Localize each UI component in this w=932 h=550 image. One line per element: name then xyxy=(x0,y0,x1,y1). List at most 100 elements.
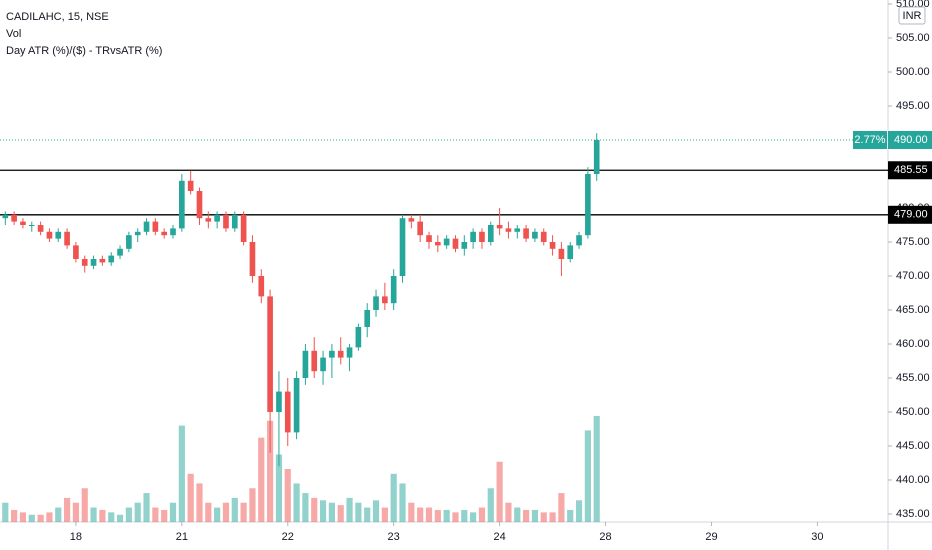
candle-body xyxy=(576,235,582,246)
candle-body xyxy=(249,241,256,276)
candle-body xyxy=(108,255,115,263)
candle-body xyxy=(567,245,574,259)
x-tick-label: 24 xyxy=(493,531,505,543)
volume-bar xyxy=(63,497,71,522)
volume-bar xyxy=(143,493,150,522)
volume-bar xyxy=(152,507,159,522)
volume-bar xyxy=(134,502,141,522)
candle-body xyxy=(117,248,123,256)
volume-bar xyxy=(452,512,459,522)
volume-bar xyxy=(461,509,468,522)
volume-bar xyxy=(496,461,503,522)
volume-bar xyxy=(196,483,203,522)
volume-bar xyxy=(19,512,27,522)
volume-bar xyxy=(434,509,441,522)
candle-body xyxy=(470,231,476,242)
volume-bar xyxy=(584,430,591,522)
y-tick-label: 495.00 xyxy=(896,100,930,112)
volume-bar xyxy=(372,500,380,522)
volume-bar xyxy=(549,512,556,522)
candle-body xyxy=(240,214,247,242)
candle-body xyxy=(99,258,106,263)
candle-body xyxy=(46,231,53,239)
volume-bar xyxy=(478,507,486,522)
volume-bar xyxy=(99,509,106,522)
candle-body xyxy=(346,347,353,358)
candle-body xyxy=(284,391,291,433)
volume-bar xyxy=(240,502,247,522)
candle-body xyxy=(479,231,485,242)
candle-body xyxy=(196,190,203,219)
candle-body xyxy=(64,231,70,246)
candle-body xyxy=(11,214,17,222)
candle-body xyxy=(187,180,194,191)
candle-body xyxy=(558,248,565,259)
currency-label[interactable]: INR xyxy=(903,10,922,22)
volume-bar xyxy=(90,507,97,522)
candle-body xyxy=(373,296,379,310)
candle-body xyxy=(382,296,388,304)
candle-body xyxy=(55,231,62,239)
volume-bar xyxy=(319,500,327,522)
candle-body xyxy=(28,224,35,226)
y-tick-label: 455.00 xyxy=(896,372,930,384)
volume-bar xyxy=(311,497,318,522)
volume-bar xyxy=(249,488,256,522)
volume-bar xyxy=(258,437,265,522)
volume-bar xyxy=(399,483,406,522)
volume-bar xyxy=(187,473,194,522)
x-tick-label: 21 xyxy=(176,531,188,543)
candle-body xyxy=(293,377,300,433)
level-label-box xyxy=(888,205,932,224)
last-price-box xyxy=(888,131,932,150)
candle-body xyxy=(337,350,344,358)
candle-body xyxy=(161,231,168,236)
candle-body xyxy=(532,231,538,239)
volume-bar xyxy=(381,507,388,522)
candle-body xyxy=(505,228,512,232)
volume-bar xyxy=(417,507,424,522)
volume-bar xyxy=(355,502,362,522)
volume-bar xyxy=(408,502,415,522)
x-tick-label: 23 xyxy=(388,531,400,543)
volume-bar xyxy=(222,502,230,522)
candle-body xyxy=(302,350,309,378)
candle-body xyxy=(170,228,176,236)
y-tick-label: 465.00 xyxy=(896,304,930,316)
volume-bar xyxy=(214,507,221,522)
x-tick-label: 28 xyxy=(599,531,611,543)
candle-body xyxy=(152,221,159,232)
volume-bar xyxy=(125,507,132,522)
volume-bar xyxy=(275,454,283,522)
level-label-box xyxy=(888,161,932,180)
candle-body xyxy=(214,214,220,222)
y-tick-label: 500.00 xyxy=(896,66,930,78)
volume-bar xyxy=(28,514,35,522)
candle-body xyxy=(514,228,521,232)
candle-body xyxy=(390,275,397,304)
candle-body xyxy=(231,214,238,229)
candle-body xyxy=(487,224,494,242)
candle-body xyxy=(549,241,556,249)
candle-body xyxy=(364,309,371,327)
volume-bar xyxy=(593,415,600,522)
volume-bar xyxy=(328,502,335,522)
y-tick-label: 505.00 xyxy=(896,32,930,44)
candle-body xyxy=(179,180,185,229)
volume-bar xyxy=(81,488,88,522)
candle-body xyxy=(143,221,150,232)
candle-body xyxy=(426,235,432,242)
currency-button[interactable] xyxy=(898,6,926,25)
candle-body xyxy=(126,235,132,249)
y-tick-label: 475.00 xyxy=(896,236,930,248)
candle-body xyxy=(320,357,326,372)
volume-bar xyxy=(505,502,512,522)
legend-indicator: Day ATR (%)/($) - TRvsATR (%) xyxy=(6,45,162,57)
candle-body xyxy=(355,326,362,348)
candle-body xyxy=(81,258,88,266)
volume-bar xyxy=(558,493,565,522)
volume-bar xyxy=(337,505,344,522)
volume-bar xyxy=(108,512,115,522)
volume-bar xyxy=(205,502,212,522)
volume-bar xyxy=(523,509,530,522)
